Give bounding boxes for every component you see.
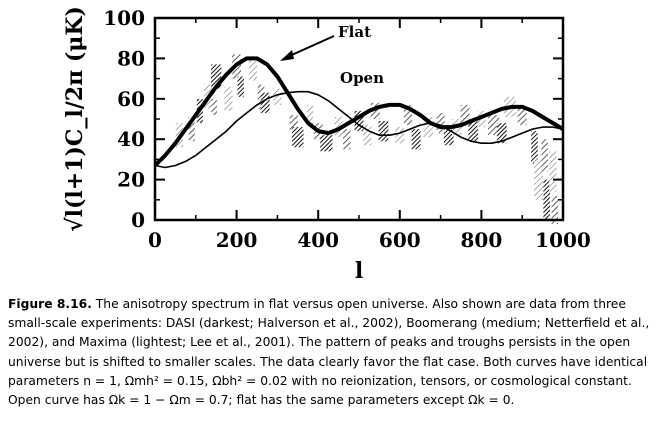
x-tick-label: 0	[148, 228, 162, 252]
data-box	[378, 121, 389, 142]
data-box	[363, 125, 372, 146]
data-box	[460, 104, 470, 126]
data-box	[443, 125, 454, 146]
x-axis-label: l	[355, 258, 363, 284]
data-box	[517, 104, 527, 126]
y-tick-label: 20	[117, 168, 145, 192]
data-box	[292, 127, 304, 148]
data-box	[354, 110, 364, 132]
data-box	[496, 123, 507, 144]
data-box	[395, 127, 405, 144]
data-box	[211, 64, 222, 89]
data-box	[551, 195, 559, 225]
data-box	[237, 76, 244, 97]
data-box	[260, 92, 270, 113]
y-tick-label: 0	[131, 208, 145, 232]
axes-layer: 0 200 400 600 800 1000 0 20 40 60 80 100 l √l(l+1)C_l…	[62, 6, 591, 284]
y-tick-label: 80	[117, 46, 145, 70]
data-box	[211, 98, 218, 115]
y-tick-label: 60	[117, 87, 145, 111]
data-box	[423, 116, 434, 138]
data-box	[411, 129, 421, 150]
y-axis-label: √l(l+1)C_l/2π (μK)	[62, 6, 88, 232]
data-box	[531, 131, 538, 164]
x-tick-label: 1000	[535, 228, 591, 252]
data-box	[541, 139, 548, 172]
data-box	[370, 102, 380, 119]
curves-layer	[153, 56, 565, 169]
annotation-flat: Flat	[338, 23, 371, 41]
chart-svg: 0 200 400 600 800 1000 0 20 40 60 80 100 l √l(l+1)C_l…	[62, 6, 591, 284]
annotation-flat-arrow	[284, 35, 335, 59]
x-tick-label: 800	[461, 228, 503, 252]
x-tick-label: 600	[379, 228, 421, 252]
data-box	[188, 116, 195, 142]
data-box	[543, 179, 550, 220]
data-box	[289, 114, 298, 132]
data-box	[549, 151, 557, 192]
chart: 0 200 400 600 800 1000 0 20 40 60 80 100 l √l(l+1)C_l…	[62, 6, 591, 284]
caption-label: Figure 8.16.	[8, 297, 92, 311]
y-tick-label: 100	[103, 6, 145, 30]
data-box	[487, 114, 500, 136]
annotation-flat-arrowhead	[280, 50, 294, 61]
x-tick-label: 400	[297, 228, 339, 252]
annotation-open: Open	[340, 69, 384, 87]
series-open-line	[154, 90, 564, 169]
data-box	[320, 135, 333, 152]
data-box	[534, 159, 544, 200]
y-tick-label: 40	[117, 127, 145, 151]
annotation-layer: Flat Open	[280, 23, 384, 87]
data-box	[248, 60, 257, 81]
data-box	[468, 121, 479, 142]
caption-text: The anisotropy spectrum in flat versus o…	[8, 297, 650, 408]
data-box	[436, 112, 445, 134]
data-box	[224, 86, 233, 111]
data-box	[403, 104, 413, 126]
figure-caption: Figure 8.16. The anisotropy spectrum in …	[8, 295, 656, 410]
data-box	[343, 129, 351, 150]
x-tick-label: 200	[216, 228, 258, 252]
data-box	[273, 88, 282, 105]
series-flat-line	[153, 56, 565, 167]
data-box	[306, 104, 314, 126]
